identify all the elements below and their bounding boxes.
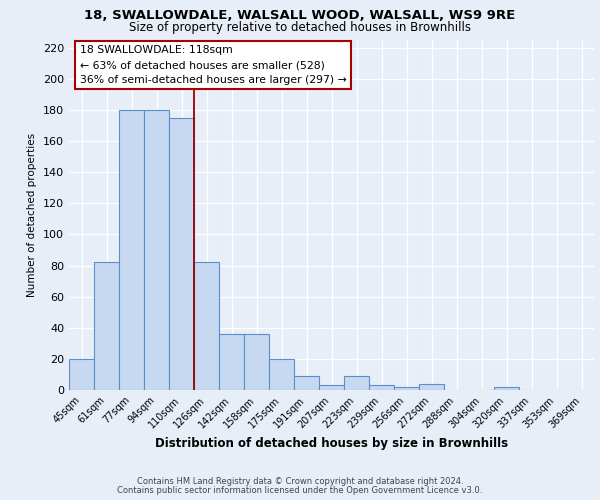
Bar	[219, 334, 244, 390]
Bar	[194, 262, 219, 390]
Bar	[269, 359, 294, 390]
Bar	[319, 386, 344, 390]
Y-axis label: Number of detached properties: Number of detached properties	[28, 133, 37, 297]
Bar	[294, 376, 319, 390]
X-axis label: Distribution of detached houses by size in Brownhills: Distribution of detached houses by size …	[155, 437, 508, 450]
Bar	[144, 110, 169, 390]
Bar	[244, 334, 269, 390]
Text: Contains HM Land Registry data © Crown copyright and database right 2024.: Contains HM Land Registry data © Crown c…	[137, 477, 463, 486]
Bar	[344, 376, 369, 390]
Bar	[419, 384, 444, 390]
Bar	[394, 387, 419, 390]
Text: Size of property relative to detached houses in Brownhills: Size of property relative to detached ho…	[129, 22, 471, 35]
Text: 18, SWALLOWDALE, WALSALL WOOD, WALSALL, WS9 9RE: 18, SWALLOWDALE, WALSALL WOOD, WALSALL, …	[85, 9, 515, 22]
Bar	[94, 262, 119, 390]
Bar	[69, 359, 94, 390]
Bar	[119, 110, 144, 390]
Bar	[369, 386, 394, 390]
Text: Contains public sector information licensed under the Open Government Licence v3: Contains public sector information licen…	[118, 486, 482, 495]
Text: 18 SWALLOWDALE: 118sqm
← 63% of detached houses are smaller (528)
36% of semi-de: 18 SWALLOWDALE: 118sqm ← 63% of detached…	[79, 46, 346, 85]
Bar	[494, 387, 519, 390]
Bar	[169, 118, 194, 390]
